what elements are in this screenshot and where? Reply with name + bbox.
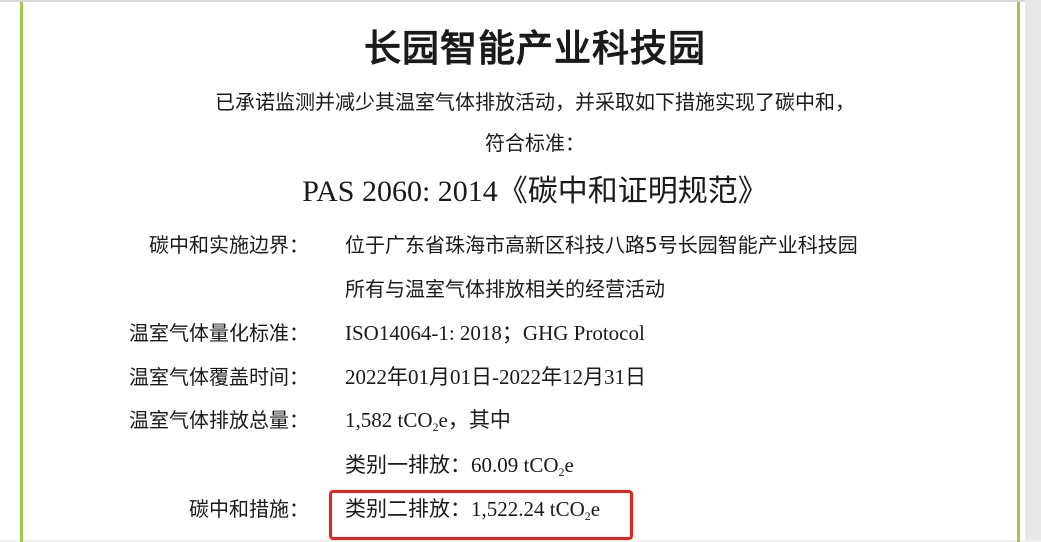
quantification-label: 温室气体量化标准： [129,321,309,345]
total-emission-label: 温室气体排放总量： [129,408,309,432]
measures-label: 碳中和措施： [189,497,309,521]
highlight-box [329,490,633,540]
quantification-value: ISO14064-1: 2018；GHG Protocol [345,321,645,345]
standard-title: PAS 2060: 2014《碳中和证明规范》 [302,175,768,208]
period-value: 2022年01月01日-2022年12月31日 [345,365,646,389]
intro-line-2: 符合标准： [485,131,585,155]
right-border-line [1017,2,1020,542]
scrollbar[interactable] [1025,0,1041,540]
boundary-value-2: 所有与温室气体排放相关的经营活动 [345,277,665,301]
category2-emission: 类别二排放：1,522.24 tCO2e [345,497,601,523]
category1-emission: 类别一排放：60.09 tCO2e [345,453,574,479]
boundary-value: 位于广东省珠海市高新区科技八路5号长园智能产业科技园 [345,233,858,257]
left-border-line [20,2,23,542]
boundary-label: 碳中和实施边界： [149,233,309,257]
intro-line-1: 已承诺监测并减少其温室气体排放活动，并采取如下措施实现了碳中和， [215,90,855,114]
total-emission-value: 1,582 tCO2e，其中 [345,408,511,434]
certificate-title: 长园智能产业科技园 [364,27,706,70]
period-label: 温室气体覆盖时间： [129,365,309,389]
